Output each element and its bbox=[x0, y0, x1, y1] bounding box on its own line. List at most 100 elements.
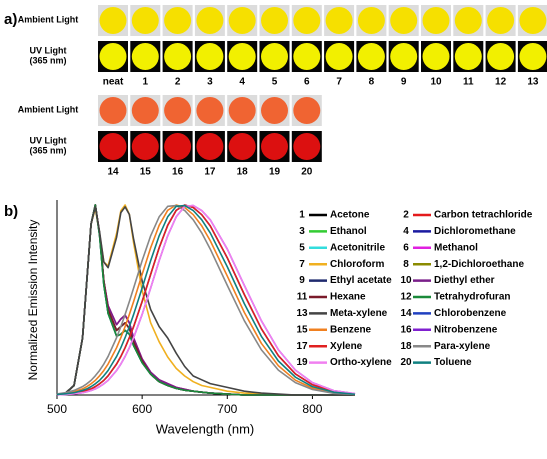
sample-spot bbox=[228, 133, 256, 160]
sample-spot bbox=[390, 43, 418, 70]
sample-spot bbox=[487, 43, 515, 70]
legend-label: Benzene bbox=[330, 324, 372, 335]
sample-spot bbox=[196, 7, 224, 34]
panel-label: b) bbox=[4, 203, 18, 220]
legend-number: 15 bbox=[296, 324, 308, 335]
legend-label: Tetrahydrofuran bbox=[434, 292, 511, 303]
sample-spot bbox=[325, 43, 353, 70]
row-label: (365 nm) bbox=[29, 145, 66, 155]
sample-spot bbox=[164, 7, 192, 34]
sample-spot bbox=[357, 7, 385, 34]
series-line bbox=[56, 204, 356, 396]
sample-label: 12 bbox=[495, 77, 507, 88]
sample-spot bbox=[228, 7, 256, 34]
sample-spot bbox=[325, 7, 353, 34]
legend-label: 1,2-Dichloroethane bbox=[434, 259, 524, 270]
sample-spot bbox=[293, 43, 321, 70]
x-tick-label: 800 bbox=[302, 402, 322, 416]
sample-spot bbox=[454, 43, 482, 70]
legend-label: Meta-xylene bbox=[330, 308, 388, 319]
sample-label: 3 bbox=[207, 77, 213, 88]
sample-spot bbox=[99, 133, 127, 160]
legend-label: Ethanol bbox=[330, 226, 367, 237]
legend-label: Nitrobenzene bbox=[434, 324, 498, 335]
legend-number: 5 bbox=[299, 242, 305, 253]
series-line bbox=[56, 204, 356, 396]
panel-label: a) bbox=[4, 11, 17, 28]
sample-spot bbox=[99, 97, 127, 124]
x-tick-label: 500 bbox=[47, 402, 67, 416]
series-line bbox=[56, 206, 355, 396]
sample-spot bbox=[519, 43, 547, 70]
sample-spot bbox=[131, 133, 159, 160]
sample-label: 7 bbox=[336, 77, 342, 88]
legend-number: 9 bbox=[299, 275, 305, 286]
sample-label: 13 bbox=[527, 77, 539, 88]
sample-spot bbox=[131, 97, 159, 124]
legend-label: Acetone bbox=[330, 210, 370, 221]
sample-spot bbox=[261, 133, 288, 160]
sample-label: neat bbox=[103, 77, 124, 88]
legend-label: Para-xylene bbox=[434, 341, 491, 352]
series-line bbox=[56, 204, 356, 396]
legend-label: Xylene bbox=[330, 341, 363, 352]
sample-spot bbox=[487, 7, 515, 34]
sample-spot bbox=[422, 7, 450, 34]
sample-spot bbox=[293, 7, 321, 34]
sample-label: 9 bbox=[401, 77, 407, 88]
legend-number: 1 bbox=[299, 210, 305, 221]
legend-number: 3 bbox=[299, 226, 305, 237]
legend-number: 2 bbox=[403, 210, 409, 221]
legend-label: Dichloromethane bbox=[434, 226, 516, 237]
sample-label: 10 bbox=[430, 77, 442, 88]
sample-label: 18 bbox=[237, 167, 249, 178]
x-tick-label: 600 bbox=[132, 402, 152, 416]
sample-label: 20 bbox=[301, 167, 313, 178]
sample-spot bbox=[228, 43, 256, 70]
legend-label: Chloroform bbox=[330, 259, 385, 270]
sample-spot bbox=[261, 43, 288, 70]
legend-number: 13 bbox=[296, 308, 308, 319]
legend-label: Carbon tetrachloride bbox=[434, 210, 533, 221]
sample-label: 19 bbox=[269, 167, 281, 178]
legend-label: Hexane bbox=[330, 292, 366, 303]
sample-spot bbox=[99, 7, 127, 34]
series-line bbox=[56, 204, 356, 396]
sample-label: 15 bbox=[140, 167, 152, 178]
row-label: Ambient Light bbox=[18, 14, 79, 24]
legend-number: 6 bbox=[403, 242, 409, 253]
sample-spot bbox=[99, 43, 127, 70]
sample-spot bbox=[164, 97, 192, 124]
row-label: UV Light bbox=[30, 135, 67, 145]
sample-spot bbox=[422, 43, 450, 70]
legend-label: Ortho-xylene bbox=[330, 357, 392, 368]
legend-number: 16 bbox=[400, 324, 412, 335]
sample-label: 4 bbox=[239, 77, 245, 88]
x-axis-title: Wavelength (nm) bbox=[156, 421, 255, 436]
sample-spot bbox=[196, 97, 224, 124]
series-line bbox=[56, 204, 356, 396]
legend-number: 12 bbox=[400, 292, 412, 303]
legend-number: 14 bbox=[400, 308, 412, 319]
legend-label: Methanol bbox=[434, 242, 478, 253]
legend-number: 20 bbox=[400, 357, 412, 368]
sample-label: 11 bbox=[463, 77, 474, 88]
sample-spot bbox=[293, 97, 321, 124]
legend-label: Diethyl ether bbox=[434, 275, 495, 286]
y-axis-title: Normalized Emission Intensity bbox=[26, 220, 40, 381]
sample-spot bbox=[390, 7, 418, 34]
legend-number: 11 bbox=[297, 292, 308, 303]
sample-label: 2 bbox=[175, 77, 181, 88]
sample-spot bbox=[196, 43, 224, 70]
sample-spot bbox=[261, 97, 288, 124]
sample-spot bbox=[454, 7, 482, 34]
legend-label: Toluene bbox=[434, 357, 472, 368]
sample-spot bbox=[164, 133, 192, 160]
legend-number: 17 bbox=[296, 341, 308, 352]
sample-spot bbox=[228, 97, 256, 124]
sample-label: 14 bbox=[107, 167, 119, 178]
sample-spot bbox=[164, 43, 192, 70]
legend-number: 10 bbox=[400, 275, 412, 286]
sample-label: 8 bbox=[369, 77, 375, 88]
